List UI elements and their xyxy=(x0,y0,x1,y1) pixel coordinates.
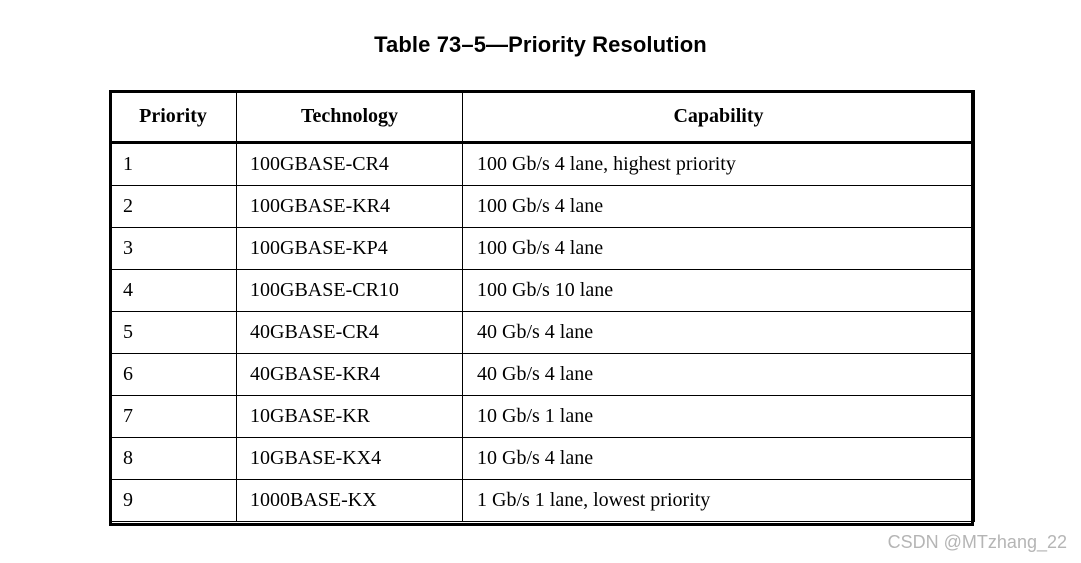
priority-cell: 4 xyxy=(109,269,237,312)
table-row: 7 10GBASE-KR 10 Gb/s 1 lane xyxy=(109,395,975,438)
capability-cell: 100 Gb/s 4 lane xyxy=(462,227,975,270)
technology-cell: 100GBASE-KP4 xyxy=(236,227,463,270)
table-header-row: Priority Technology Capability xyxy=(109,90,975,144)
priority-cell: 6 xyxy=(109,353,237,396)
capability-cell: 40 Gb/s 4 lane xyxy=(462,311,975,354)
priority-cell: 1 xyxy=(109,142,237,186)
priority-cell: 9 xyxy=(109,479,237,522)
table-row: 6 40GBASE-KR4 40 Gb/s 4 lane xyxy=(109,353,975,396)
table-row: 8 10GBASE-KX4 10 Gb/s 4 lane xyxy=(109,437,975,480)
priority-resolution-table: Priority Technology Capability 1 100GBAS… xyxy=(109,90,975,522)
priority-cell: 3 xyxy=(109,227,237,270)
capability-cell: 10 Gb/s 1 lane xyxy=(462,395,975,438)
column-header-priority: Priority xyxy=(109,90,237,144)
technology-cell: 1000BASE-KX xyxy=(236,479,463,522)
technology-cell: 100GBASE-CR10 xyxy=(236,269,463,312)
capability-cell: 1 Gb/s 1 lane, lowest priority xyxy=(462,479,975,522)
table-row: 4 100GBASE-CR10 100 Gb/s 10 lane xyxy=(109,269,975,312)
table-row: 9 1000BASE-KX 1 Gb/s 1 lane, lowest prio… xyxy=(109,479,975,522)
table-caption: Table 73–5—Priority Resolution xyxy=(374,32,707,57)
table-row: 1 100GBASE-CR4 100 Gb/s 4 lane, highest … xyxy=(109,142,975,186)
technology-cell: 40GBASE-CR4 xyxy=(236,311,463,354)
priority-cell: 7 xyxy=(109,395,237,438)
technology-cell: 10GBASE-KR xyxy=(236,395,463,438)
watermark: CSDN @MTzhang_22 xyxy=(887,532,1067,552)
technology-cell: 100GBASE-KR4 xyxy=(236,185,463,228)
technology-cell: 10GBASE-KX4 xyxy=(236,437,463,480)
priority-cell: 5 xyxy=(109,311,237,354)
table-row: 2 100GBASE-KR4 100 Gb/s 4 lane xyxy=(109,185,975,228)
capability-cell: 100 Gb/s 4 lane, highest priority xyxy=(462,142,975,186)
capability-cell: 100 Gb/s 10 lane xyxy=(462,269,975,312)
technology-cell: 40GBASE-KR4 xyxy=(236,353,463,396)
capability-cell: 100 Gb/s 4 lane xyxy=(462,185,975,228)
priority-cell: 2 xyxy=(109,185,237,228)
column-header-capability: Capability xyxy=(462,90,975,144)
column-header-technology: Technology xyxy=(236,90,463,144)
priority-cell: 8 xyxy=(109,437,237,480)
capability-cell: 40 Gb/s 4 lane xyxy=(462,353,975,396)
technology-cell: 100GBASE-CR4 xyxy=(236,142,463,186)
table-row: 5 40GBASE-CR4 40 Gb/s 4 lane xyxy=(109,311,975,354)
table-row: 3 100GBASE-KP4 100 Gb/s 4 lane xyxy=(109,227,975,270)
capability-cell: 10 Gb/s 4 lane xyxy=(462,437,975,480)
